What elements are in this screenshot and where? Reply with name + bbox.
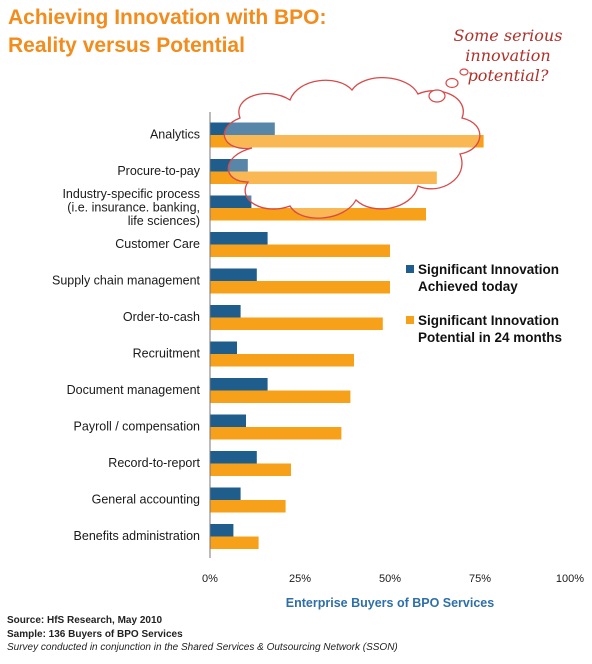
bar-achieved-10: [210, 487, 241, 500]
chart-title-line-2: Reality versus Potential: [8, 34, 245, 57]
category-label-6: Recruitment: [133, 346, 201, 360]
category-label-10: General accounting: [92, 492, 200, 506]
bar-potential-1: [210, 171, 437, 184]
legend-label-potential-line-1: Potential in 24 months: [418, 330, 562, 345]
legend-label-achieved-line-1: Achieved today: [418, 279, 518, 294]
thought-bubble-text: Some serious innovation potential?: [428, 26, 588, 86]
legend-label-achieved-line-0: Significant Innovation: [418, 262, 559, 277]
chart-title: Achieving Innovation with BPO: Reality v…: [8, 4, 327, 60]
x-tick-label-0: 0%: [202, 573, 218, 585]
category-label-3: Customer Care: [115, 237, 200, 251]
legend-label-potential-line-0: Significant Innovation: [418, 313, 559, 328]
x-tick-label-2: 50%: [379, 573, 401, 585]
bar-potential-9: [210, 463, 291, 476]
bar-potential-3: [210, 244, 390, 257]
category-label-0: Analytics: [150, 127, 200, 141]
callout-line-3: potential?: [467, 66, 549, 85]
bar-achieved-8: [210, 414, 246, 427]
category-label-8: Payroll / compensation: [74, 419, 201, 433]
callout-line-2: innovation: [465, 46, 551, 65]
bar-potential-4: [210, 281, 390, 294]
bar-achieved-6: [210, 341, 237, 354]
category-label-1: Procure-to-pay: [117, 164, 200, 178]
category-label-2-line-1: (i.e. insurance. banking,: [67, 200, 200, 214]
source-note: Source: HfS Research, May 2010: [7, 615, 163, 626]
bar-potential-11: [210, 536, 259, 549]
x-tick-label-4: 100%: [556, 573, 584, 585]
chart-title-line-1: Achieving Innovation with BPO:: [8, 6, 327, 29]
bar-achieved-9: [210, 451, 257, 464]
legend-swatch-achieved: [406, 265, 414, 273]
plot-area: Analytics Procure-to-pay Industry-specific…: [52, 112, 584, 610]
thought-cloud-icon: [223, 68, 481, 219]
sample-note: Sample: 136 Buyers of BPO Services: [7, 628, 183, 640]
x-axis-title: Enterprise Buyers of BPO Services: [286, 596, 494, 610]
bar-potential-8: [210, 427, 342, 440]
bar-potential-10: [210, 500, 286, 513]
legend-swatch-potential: [406, 316, 414, 324]
category-label-2-line-2: life sciences): [128, 214, 200, 228]
callout-line-1: Some serious: [453, 26, 563, 45]
bar-achieved-5: [210, 305, 241, 318]
category-label-7: Document management: [67, 383, 201, 397]
x-tick-label-3: 75%: [469, 573, 491, 585]
chart-footer: Source: HfS Research, May 2010 Sample: 1…: [7, 614, 398, 655]
category-label-2-line-0: Industry-specific process: [62, 187, 200, 201]
bar-achieved-4: [210, 268, 257, 281]
category-label-4: Supply chain management: [52, 273, 201, 287]
bar-potential-2: [210, 208, 426, 221]
survey-note: Survey conducted in conjunction in the S…: [7, 642, 398, 653]
bar-achieved-11: [210, 524, 234, 537]
bar-potential-7: [210, 390, 351, 403]
category-label-9: Record-to-report: [108, 456, 200, 470]
bar-achieved-3: [210, 232, 268, 245]
bar-achieved-7: [210, 378, 268, 391]
bar-potential-5: [210, 317, 383, 330]
bar-achieved-0: [210, 122, 275, 135]
category-label-5: Order-to-cash: [123, 310, 200, 324]
bar-achieved-2: [210, 195, 252, 208]
x-tick-label-1: 25%: [289, 573, 311, 585]
bar-potential-0: [210, 135, 484, 148]
category-label-11: Benefits administration: [74, 529, 201, 543]
bar-potential-6: [210, 354, 354, 367]
